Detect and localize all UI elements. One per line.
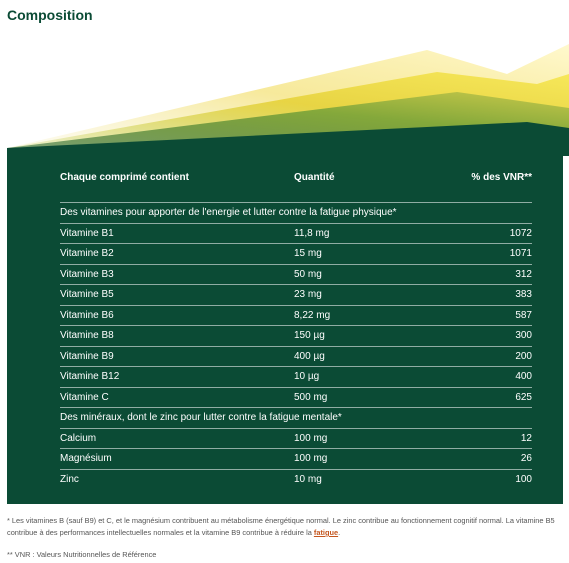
row-name: Vitamine B1 [60, 227, 114, 239]
row-vnr: 200 [515, 350, 532, 362]
header-name: Chaque comprimé contient [60, 172, 189, 183]
row-name: Vitamine C [60, 391, 109, 403]
row-quantity: 23 mg [294, 289, 322, 300]
composition-panel: Chaque comprimé contient Quantité % des … [7, 148, 563, 504]
row-quantity: 100 mg [294, 432, 328, 444]
table-row: Magnésium 100 mg 26 [60, 449, 532, 470]
fatigue-link[interactable]: fatigue [313, 528, 339, 537]
header-quantity: Quantité [294, 172, 335, 183]
row-quantity: 500 mg [294, 391, 328, 403]
row-quantity: 100 mg [294, 453, 328, 464]
row-name: Vitamine B9 [60, 350, 114, 362]
row-quantity: 400 µg [294, 350, 325, 362]
table-row: Vitamine B9 400 µg 200 [60, 347, 532, 367]
composition-table: Chaque comprimé contient Quantité % des … [60, 172, 532, 489]
table-row: Zinc 10 mg 100 [60, 470, 532, 490]
row-name: Vitamine B12 [60, 371, 120, 382]
table-row: Vitamine B3 50 mg 312 [60, 265, 532, 285]
table-row: Vitamine B8 150 µg 300 [60, 326, 532, 347]
row-vnr: 625 [515, 391, 532, 403]
row-vnr: 26 [520, 453, 532, 464]
row-vnr: 300 [515, 330, 532, 341]
row-name: Vitamine B8 [60, 330, 114, 341]
row-quantity: 10 mg [294, 473, 322, 485]
row-quantity: 11,8 mg [294, 227, 330, 239]
row-quantity: 10 µg [294, 371, 320, 382]
table-row: Vitamine C 500 mg 625 [60, 388, 532, 408]
table-row: Vitamine B2 15 mg 1071 [60, 244, 532, 265]
row-vnr: 400 [515, 371, 532, 382]
row-quantity: 50 mg [294, 268, 322, 280]
table-row: Vitamine B6 8,22 mg 587 [60, 306, 532, 326]
table-header: Chaque comprimé contient Quantité % des … [60, 172, 532, 203]
page-title: Composition [7, 7, 93, 23]
row-name: Vitamine B6 [60, 309, 114, 321]
row-quantity: 8,22 mg [294, 309, 331, 321]
section-title-minerals: Des minéraux, dont le zinc pour lutter c… [60, 408, 532, 429]
row-name: Vitamine B3 [60, 268, 114, 280]
row-vnr: 1072 [509, 227, 532, 239]
row-name: Vitamine B2 [60, 248, 114, 259]
table-row: Vitamine B5 23 mg 383 [60, 285, 532, 306]
footnote-claims-end: . [338, 528, 341, 537]
row-name: Calcium [60, 432, 97, 444]
table-row: Vitamine B12 10 µg 400 [60, 367, 532, 388]
footnote-claims-text: * Les vitamines B (sauf B9) et C, et le … [7, 516, 555, 537]
footnote-vnr: ** VNR : Valeurs Nutritionnelles de Réfé… [7, 550, 157, 559]
row-quantity: 15 mg [294, 248, 322, 259]
row-vnr: 1071 [509, 248, 532, 259]
footnote-claims: * Les vitamines B (sauf B9) et C, et le … [7, 515, 563, 539]
row-name: Zinc [60, 473, 79, 485]
header-vnr: % des VNR** [471, 172, 532, 183]
row-vnr: 100 [515, 473, 532, 485]
table-row: Vitamine B1 11,8 mg 1072 [60, 224, 532, 244]
table-row: Calcium 100 mg 12 [60, 429, 532, 449]
row-quantity: 150 µg [294, 330, 325, 341]
section-title-vitamins: Des vitamines pour apporter de l'energie… [60, 203, 532, 224]
decorative-light-banner [7, 44, 569, 156]
row-name: Magnésium [60, 453, 112, 464]
row-name: Vitamine B5 [60, 289, 114, 300]
row-vnr: 383 [515, 289, 532, 300]
row-vnr: 12 [520, 432, 532, 444]
row-vnr: 312 [515, 268, 532, 280]
row-vnr: 587 [515, 309, 532, 321]
